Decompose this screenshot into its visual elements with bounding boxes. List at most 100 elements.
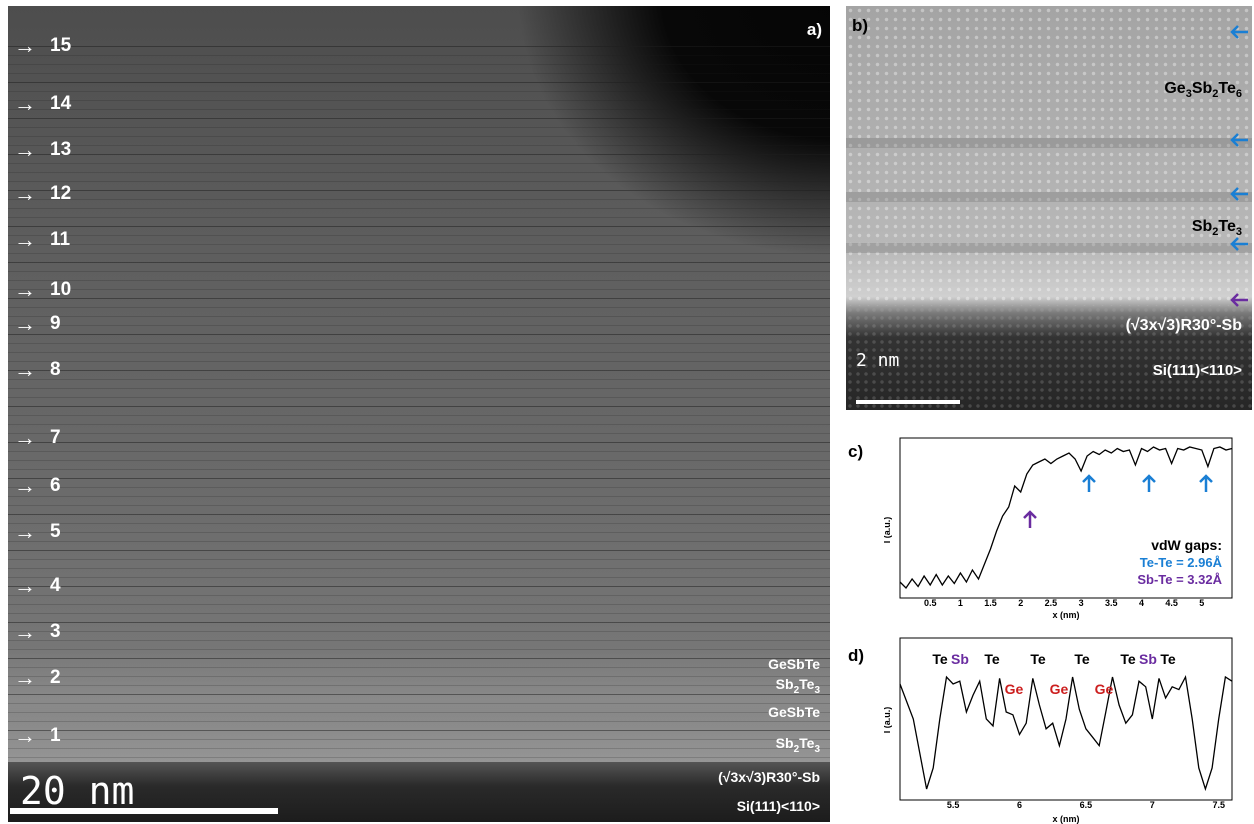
atomic-layer-line bbox=[8, 370, 830, 371]
peak-label: Sb bbox=[951, 651, 969, 667]
atomic-layer-line bbox=[8, 541, 830, 542]
right-arrow-icon: → bbox=[14, 311, 36, 336]
right-arrow-icon: → bbox=[14, 91, 36, 116]
layer-row: → 6 bbox=[14, 473, 61, 498]
x-tick-labels: 0.5 1 1.5 2 2.5 3 3.5 4 4.5 5 bbox=[924, 598, 1204, 608]
y-axis-label: I (a.u.) bbox=[884, 707, 892, 734]
gap-arrows bbox=[1230, 25, 1248, 307]
atomic-layer-line bbox=[8, 703, 830, 704]
atomic-layer-line bbox=[8, 82, 830, 83]
legend-sbte: Sb-Te = 3.32Å bbox=[1137, 572, 1222, 587]
blue-arrow bbox=[1230, 237, 1248, 251]
label-sb2te3: Sb2Te3 bbox=[1191, 218, 1242, 239]
right-arrow-icon: → bbox=[14, 665, 36, 690]
blue-arrow bbox=[1199, 474, 1213, 492]
atomic-layer-line bbox=[8, 46, 830, 47]
purple-arrow bbox=[1230, 293, 1248, 307]
peak-label: Te bbox=[1120, 651, 1136, 667]
layer-row: → 11 bbox=[14, 227, 70, 252]
layer-number: 14 bbox=[50, 93, 72, 114]
right-arrow-icon: → bbox=[14, 473, 36, 498]
right-arrow-icon: → bbox=[14, 357, 36, 382]
layer-number: 4 bbox=[50, 575, 61, 596]
scale-bar-a bbox=[10, 808, 278, 814]
panel-b-letter: b) bbox=[852, 16, 869, 35]
x-tick-label: 1 bbox=[958, 598, 963, 608]
atomic-layer-line bbox=[8, 154, 830, 155]
right-arrow-icon: → bbox=[14, 227, 36, 252]
atomic-layer-line bbox=[8, 325, 830, 326]
vacuum-region bbox=[8, 6, 830, 822]
atomic-layer-line bbox=[8, 109, 830, 110]
atomic-layer-line bbox=[8, 613, 830, 614]
scale-bar-label-a: 20 nm bbox=[20, 769, 135, 813]
atomic-layer-line bbox=[8, 586, 830, 587]
atomic-layer-line bbox=[8, 280, 830, 281]
x-tick-label: 3.5 bbox=[1105, 598, 1118, 608]
legend-tete: Te-Te = 2.96Å bbox=[1140, 555, 1223, 570]
atomic-layer-line bbox=[8, 739, 830, 740]
atomic-layer-line bbox=[8, 352, 830, 353]
x-tick-label: 7.5 bbox=[1212, 800, 1225, 810]
layer-number: 2 bbox=[50, 667, 61, 688]
x-tick-label: 2 bbox=[1018, 598, 1023, 608]
atomic-layer-line bbox=[8, 388, 830, 389]
x-tick-label: 4.5 bbox=[1165, 598, 1178, 608]
atomic-layer-line bbox=[8, 730, 830, 731]
intensity-line bbox=[899, 674, 1233, 792]
atomic-layer-line bbox=[8, 55, 830, 56]
layer-row: → 5 bbox=[14, 519, 61, 544]
atomic-layer-line bbox=[8, 163, 830, 164]
right-arrow-icon: → bbox=[14, 723, 36, 748]
label-sb2te3-bottom: Sb2Te3 bbox=[775, 735, 820, 755]
atomic-layer-line bbox=[8, 451, 830, 452]
atomic-layer-line bbox=[8, 514, 830, 515]
atomic-layer-line bbox=[8, 559, 830, 560]
layer-number: 9 bbox=[50, 313, 61, 334]
atomic-layer-line bbox=[8, 361, 830, 362]
layer-row: → 13 bbox=[14, 137, 72, 162]
atomic-layer-line bbox=[8, 469, 830, 470]
atomic-layer-line bbox=[8, 649, 830, 650]
substrate-lattice bbox=[846, 306, 1252, 410]
blue-arrow bbox=[1230, 25, 1248, 39]
atomic-layer-line bbox=[8, 658, 830, 659]
label-reconstruction-b: (√3x√3)R30°-Sb bbox=[1125, 317, 1242, 334]
label-substrate-b: Si(111)<110> bbox=[1152, 362, 1242, 379]
atomic-layer-line bbox=[8, 487, 830, 488]
label-sb2te3-top: Sb2Te3 bbox=[775, 676, 820, 696]
layer-number: 1 bbox=[50, 725, 61, 746]
layer-row: → 12 bbox=[14, 181, 71, 206]
atomic-layer-line bbox=[8, 136, 830, 137]
atomic-layer-line bbox=[8, 397, 830, 398]
right-arrow-icon: → bbox=[14, 573, 36, 598]
panel-c-letter: c) bbox=[848, 442, 864, 461]
layer-row: → 4 bbox=[14, 573, 61, 598]
atomic-layer-line bbox=[8, 433, 830, 434]
layer-number: 10 bbox=[50, 279, 72, 300]
atomic-layer-line bbox=[8, 712, 830, 713]
atomic-layer-line bbox=[8, 568, 830, 569]
atomic-layer-line bbox=[8, 685, 830, 686]
label-substrate: Si(111)<110> bbox=[736, 798, 820, 814]
atomic-layer-line bbox=[8, 505, 830, 506]
right-arrow-icon: → bbox=[14, 181, 36, 206]
atomic-layer-line bbox=[8, 217, 830, 218]
atomic-layer-line bbox=[8, 604, 830, 605]
layer-number: 5 bbox=[50, 521, 61, 542]
peak-label: Te bbox=[1160, 651, 1176, 667]
atomic-layer-line bbox=[8, 694, 830, 695]
layer-number: 13 bbox=[50, 139, 72, 160]
atomic-layer-line bbox=[8, 127, 830, 128]
atomic-layer-line bbox=[8, 676, 830, 677]
ge-label: Ge bbox=[1095, 681, 1114, 697]
right-arrow-icon: → bbox=[14, 277, 36, 302]
panel-d-letter: d) bbox=[848, 646, 865, 665]
atomic-layer-line bbox=[8, 145, 830, 146]
layer-row: → 15 bbox=[14, 33, 71, 58]
atomic-layer-line bbox=[8, 199, 830, 200]
atomic-layer-line bbox=[8, 190, 830, 191]
x-tick-label: 1.5 bbox=[984, 598, 997, 608]
atomic-layer-line bbox=[8, 631, 830, 632]
right-arrow-icon: → bbox=[14, 425, 36, 450]
